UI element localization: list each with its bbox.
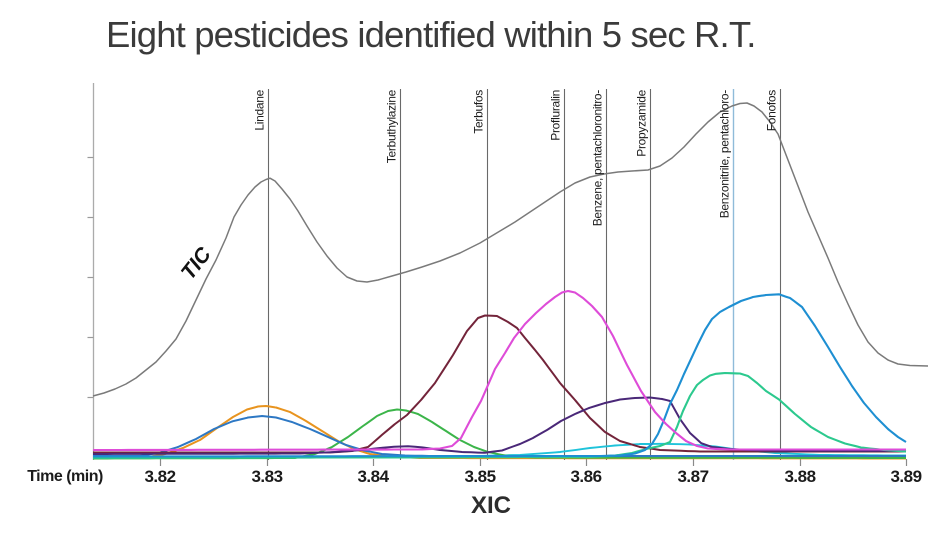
svg-text:Profluralin: Profluralin (549, 90, 563, 141)
svg-text:Fonofos: Fonofos (765, 90, 779, 132)
svg-text:3.88: 3.88 (784, 467, 815, 486)
svg-text:Terbufos: Terbufos (472, 90, 486, 134)
svg-text:Time (min): Time (min) (27, 468, 103, 485)
svg-text:3.89: 3.89 (890, 467, 921, 486)
svg-text:3.86: 3.86 (570, 467, 601, 486)
svg-text:Terbuthylazine: Terbuthylazine (385, 89, 399, 163)
svg-text:Benzene, pentachloronitro-: Benzene, pentachloronitro- (591, 90, 605, 227)
svg-text:Eight pesticides identified wi: Eight pesticides identified within 5 sec… (106, 14, 756, 55)
svg-text:XIC: XIC (471, 492, 511, 519)
svg-text:Benzonitrile, pentachloro-: Benzonitrile, pentachloro- (718, 90, 732, 219)
svg-text:3.87: 3.87 (677, 467, 708, 486)
svg-text:3.82: 3.82 (144, 467, 175, 486)
svg-text:3.83: 3.83 (251, 467, 282, 486)
svg-text:Lindane: Lindane (253, 89, 267, 130)
svg-text:Propyzamide: Propyzamide (635, 89, 649, 156)
svg-text:3.84: 3.84 (357, 467, 389, 486)
svg-text:3.85: 3.85 (464, 467, 495, 486)
